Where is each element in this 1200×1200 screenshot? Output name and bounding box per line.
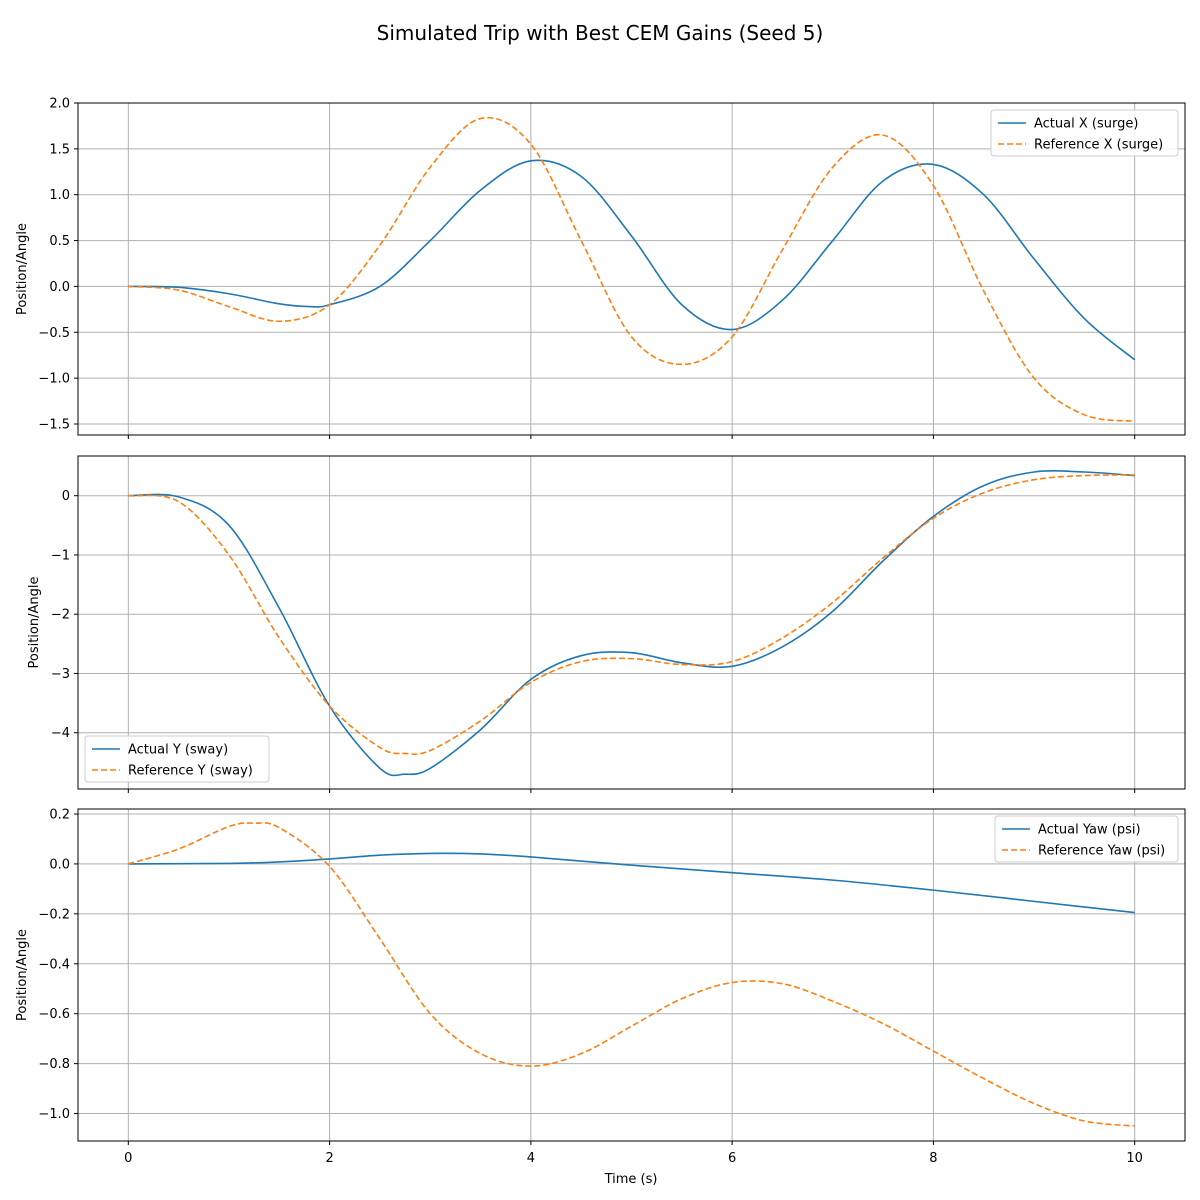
y-axis-label: Position/Angle — [15, 929, 30, 1021]
y-tick-label: −1.5 — [38, 417, 70, 432]
y-tick-label: 0.0 — [49, 857, 70, 872]
legend-label: Reference Yaw (psi) — [1038, 844, 1165, 859]
y-axis-label: Position/Angle — [27, 577, 42, 669]
legend-label: Actual Y (sway) — [128, 743, 228, 758]
y-tick-label: 0 — [62, 489, 70, 504]
reference-line-3 — [128, 822, 1135, 1127]
legend-box — [994, 815, 1179, 863]
x-tick-label: 10 — [1126, 1151, 1143, 1166]
legend-label: Actual X (surge) — [1034, 117, 1138, 132]
legend-box — [84, 735, 270, 783]
y-tick-label: 1.0 — [49, 188, 70, 203]
axes-frame — [77, 102, 1186, 436]
y-tick-label: −1.0 — [38, 372, 70, 387]
subplot-2: −4 −3 −2 −1 0 Position/Angle Actual Y (sway) Re… — [27, 455, 1186, 793]
y-tick-label: 0.5 — [49, 234, 70, 249]
legend-box — [990, 109, 1179, 157]
actual-line-1 — [128, 159, 1136, 361]
y-tick-label: −0.2 — [38, 907, 70, 922]
y-tick-label: 1.5 — [49, 142, 70, 157]
legend: Actual Y (sway) Reference Y (sway) — [84, 735, 270, 783]
legend: Actual X (surge) Reference X (surge) — [990, 109, 1179, 157]
y-tick-label: −0.6 — [38, 1007, 70, 1022]
axes-frame — [77, 808, 1186, 1142]
actual-line-3 — [128, 852, 1135, 914]
y-axis-label: Position/Angle — [15, 223, 30, 315]
y-tick-label: 2.0 — [49, 97, 70, 112]
y-tick-label: −1 — [51, 548, 70, 563]
y-tick-label: −3 — [51, 667, 70, 682]
actual-line-2 — [128, 470, 1135, 777]
y-tick-label: 0.2 — [49, 807, 70, 822]
x-tick-label: 2 — [325, 1151, 333, 1166]
y-tick-label: −0.4 — [38, 957, 70, 972]
x-tick-label: 8 — [929, 1151, 937, 1166]
axes-frame — [77, 455, 1186, 790]
y-tick-label: −2 — [51, 608, 70, 623]
x-tick-label: 4 — [527, 1151, 535, 1166]
y-tick-label: −0.8 — [38, 1057, 70, 1072]
chart-title: Simulated Trip with Best CEM Gains (Seed… — [377, 21, 824, 45]
legend: Actual Yaw (psi) Reference Yaw (psi) — [994, 815, 1179, 863]
x-axis-label: Time (s) — [604, 1172, 658, 1187]
subplot-1: −1.5 −1.0 −0.5 0.0 0.5 1.0 1.5 2.0 Position/Angl… — [15, 97, 1186, 439]
legend-label: Reference X (surge) — [1034, 138, 1163, 153]
subplots: −1.5 −1.0 −0.5 0.0 0.5 1.0 1.5 2.0 Position/Angl… — [15, 97, 1186, 1166]
subplot-3: −1.0 −0.8 −0.6 −0.4 −0.2 0.0 0.2 0 2 4 6 8 10 Positio… — [15, 807, 1186, 1166]
x-tick-label: 6 — [728, 1151, 736, 1166]
y-tick-label: −1.0 — [38, 1107, 70, 1122]
y-tick-label: −4 — [51, 726, 70, 741]
y-tick-label: −0.5 — [38, 326, 70, 341]
reference-line-2 — [128, 474, 1135, 755]
x-tick-label: 0 — [124, 1151, 132, 1166]
legend-label: Reference Y (sway) — [128, 764, 253, 779]
y-tick-label: 0.0 — [49, 280, 70, 295]
reference-line-1 — [128, 116, 1135, 423]
legend-label: Actual Yaw (psi) — [1038, 823, 1141, 838]
